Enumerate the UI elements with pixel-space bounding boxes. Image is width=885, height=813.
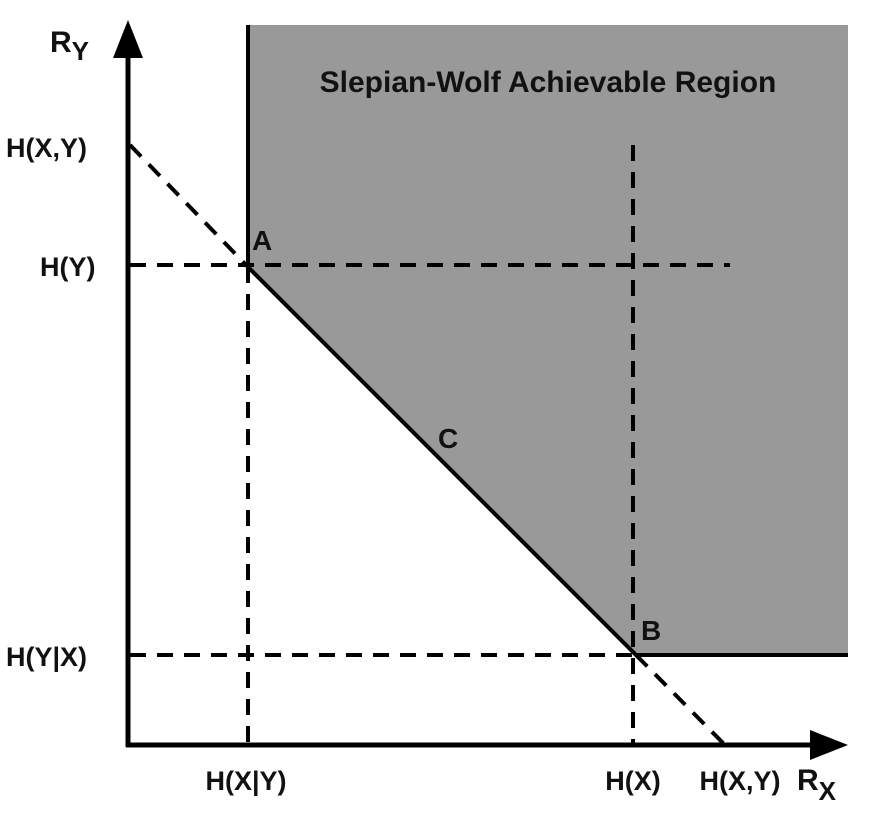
point-c-label: C: [438, 423, 458, 454]
point-a-label: A: [252, 225, 272, 256]
y-axis-label: RY: [50, 26, 89, 66]
x-axis-label: RX: [797, 764, 837, 806]
y-axis-arrowhead: [113, 20, 143, 58]
guide-diagonal-lower: [634, 653, 727, 747]
x-axis-arrowhead: [810, 730, 848, 760]
y-tick-hyx: H(Y|X): [6, 642, 87, 672]
x-tick-hx: H(X): [605, 766, 661, 796]
guide-lines: [128, 143, 730, 747]
x-tick-hxy: H(X,Y): [700, 766, 781, 796]
x-axis-label-sub: X: [819, 776, 837, 806]
axes: [113, 20, 848, 760]
achievable-region: [248, 25, 848, 655]
guide-diagonal-upper: [128, 143, 250, 269]
x-tick-hxy-cond: H(X|Y): [205, 766, 286, 796]
y-tick-hy: H(Y): [40, 252, 96, 282]
x-axis-label-main: R: [797, 764, 819, 797]
y-tick-hxy: H(X,Y): [6, 133, 87, 163]
y-axis-label-sub: Y: [72, 36, 89, 66]
y-axis-label-main: R: [50, 26, 72, 59]
point-b-label: B: [641, 615, 661, 646]
region-boundary: [246, 25, 848, 657]
region-title: Slepian-Wolf Achievable Region: [320, 66, 777, 99]
